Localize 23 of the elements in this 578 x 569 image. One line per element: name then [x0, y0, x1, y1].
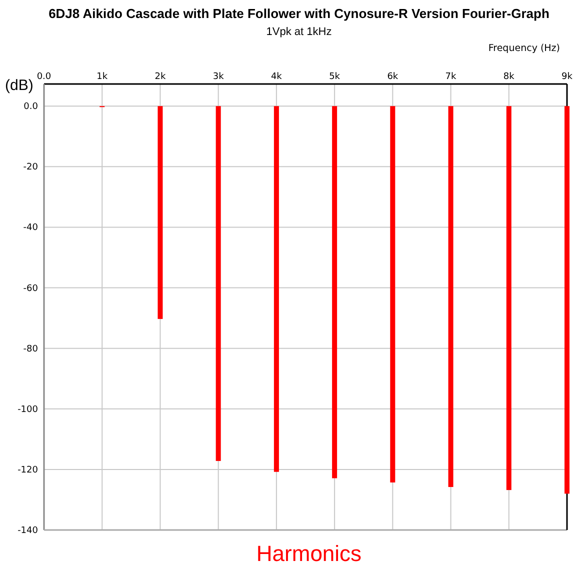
y-tick-label: -120	[18, 465, 38, 476]
x-tick-label: 3k	[212, 72, 225, 82]
x-axis-title: Frequency (Hz)	[488, 43, 560, 54]
y-tick-label: -100	[18, 404, 38, 415]
y-tick-label: -80	[23, 344, 38, 354]
x-tick-label: 9k	[562, 72, 574, 82]
x-tick-label: 5k	[329, 72, 341, 82]
x-tick-label: 7k	[445, 72, 458, 82]
text: Harmonics	[256, 541, 362, 566]
y-tick-label: -40	[23, 223, 38, 234]
x-tick-label: 2k	[154, 72, 166, 82]
x-tick-label: 4k	[270, 72, 283, 82]
x-tick-label: 0.0	[36, 72, 52, 82]
y-tick-label: -140	[18, 526, 38, 536]
x-tick-label: 1k	[96, 72, 108, 82]
y-axis-title: (dB)	[5, 77, 34, 94]
y-tick-label: -20	[23, 162, 38, 173]
chart-title: 6DJ8 Aikido Cascade with Plate Follower with Cynosure-R Version Fourier-Graph	[48, 6, 550, 21]
chart-subtitle: 1Vpk at 1kHz	[266, 26, 332, 38]
x-tick-label: 8k	[503, 72, 516, 82]
x-tick-label: 6k	[387, 72, 399, 82]
y-tick-label: -60	[23, 284, 38, 294]
y-tick-label: 0.0	[24, 102, 38, 112]
